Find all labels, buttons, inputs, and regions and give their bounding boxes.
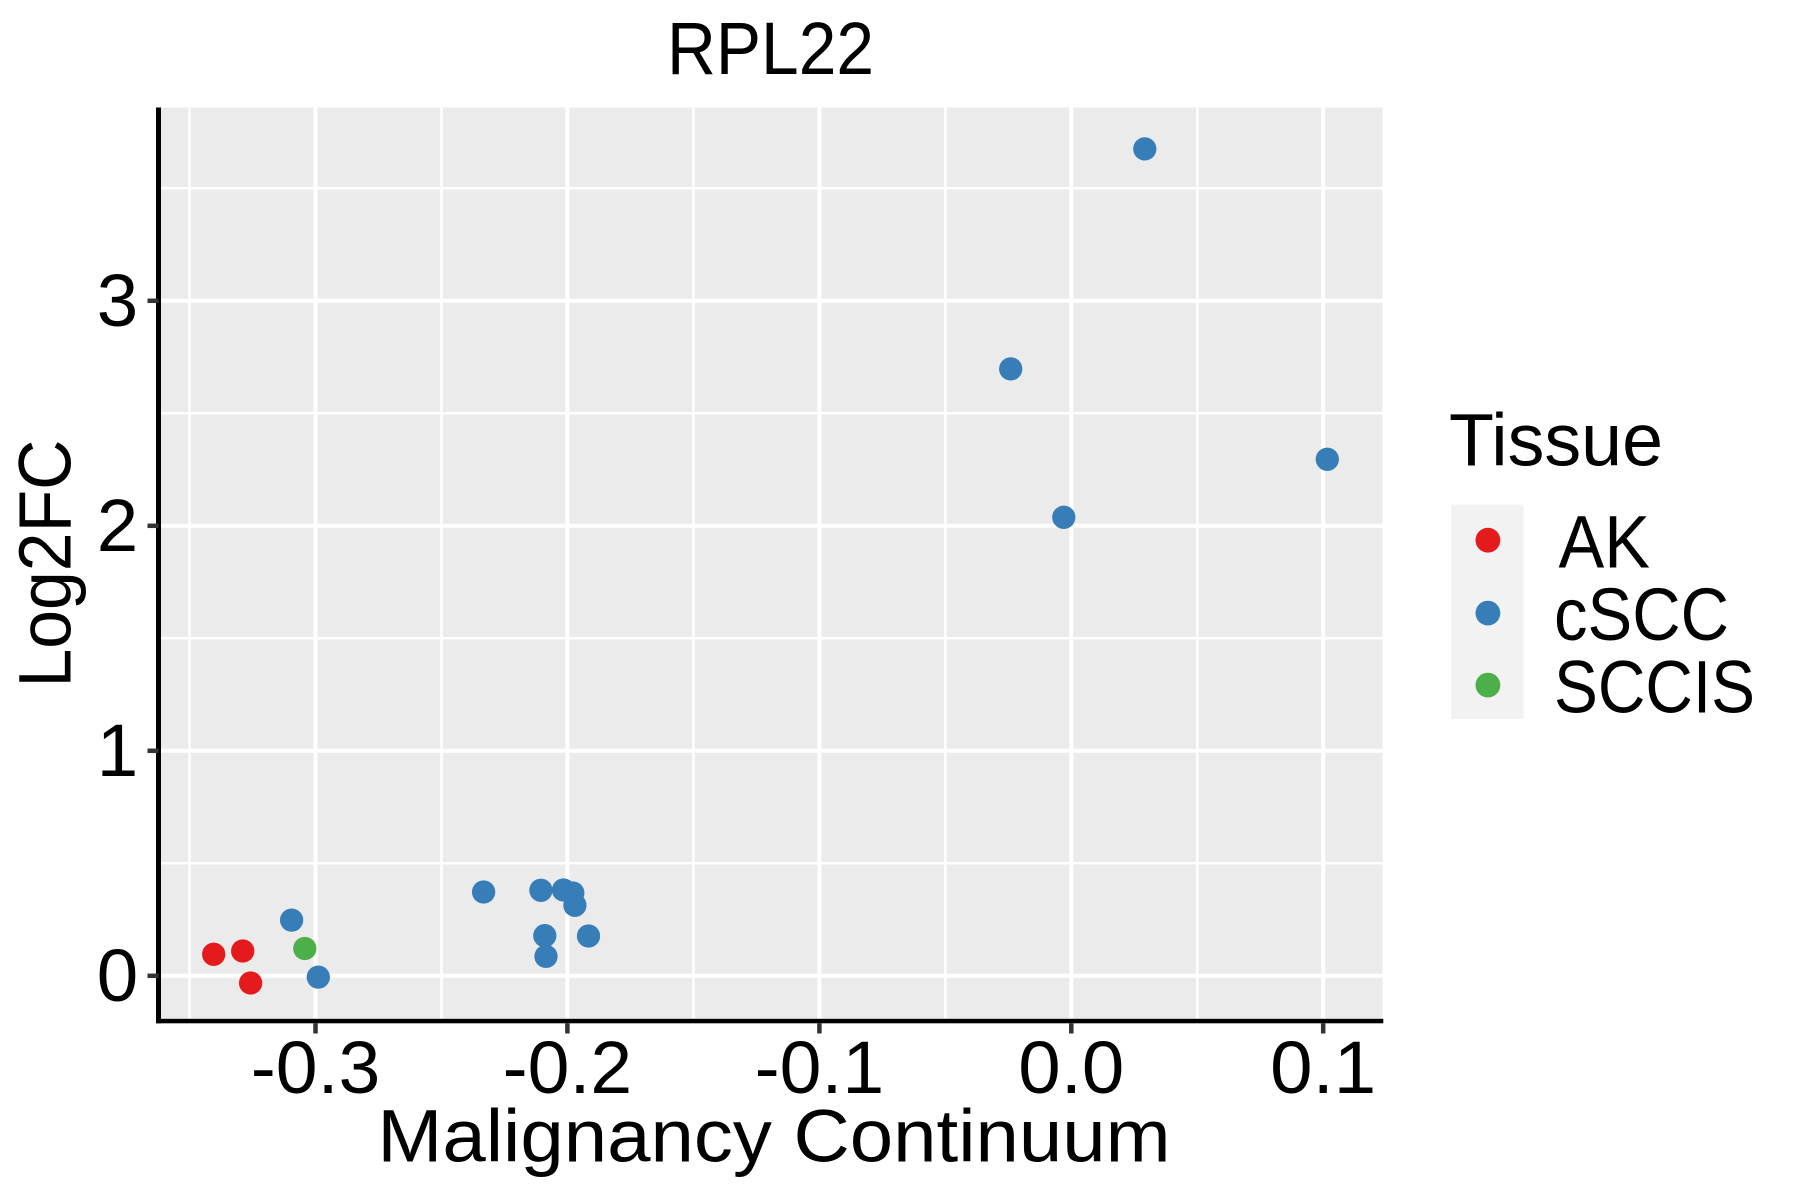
svg-text:AK: AK xyxy=(1559,501,1651,584)
svg-text:1: 1 xyxy=(97,709,138,792)
svg-text:cSCC: cSCC xyxy=(1554,573,1729,656)
svg-text:SCCIS: SCCIS xyxy=(1554,645,1755,728)
svg-text:-0.1: -0.1 xyxy=(755,1026,885,1109)
svg-text:Log2FC: Log2FC xyxy=(4,440,87,688)
svg-text:0: 0 xyxy=(97,934,138,1017)
svg-text:Tissue: Tissue xyxy=(1449,398,1663,481)
svg-text:-0.3: -0.3 xyxy=(251,1026,381,1109)
svg-text:2: 2 xyxy=(97,484,138,567)
svg-text:Malignancy Continuum: Malignancy Continuum xyxy=(377,1095,1170,1178)
svg-text:3: 3 xyxy=(97,259,138,342)
svg-text:-0.2: -0.2 xyxy=(503,1026,633,1109)
svg-text:RPL22: RPL22 xyxy=(667,7,874,90)
svg-text:0.1: 0.1 xyxy=(1270,1026,1376,1109)
svg-text:0.0: 0.0 xyxy=(1018,1026,1124,1109)
